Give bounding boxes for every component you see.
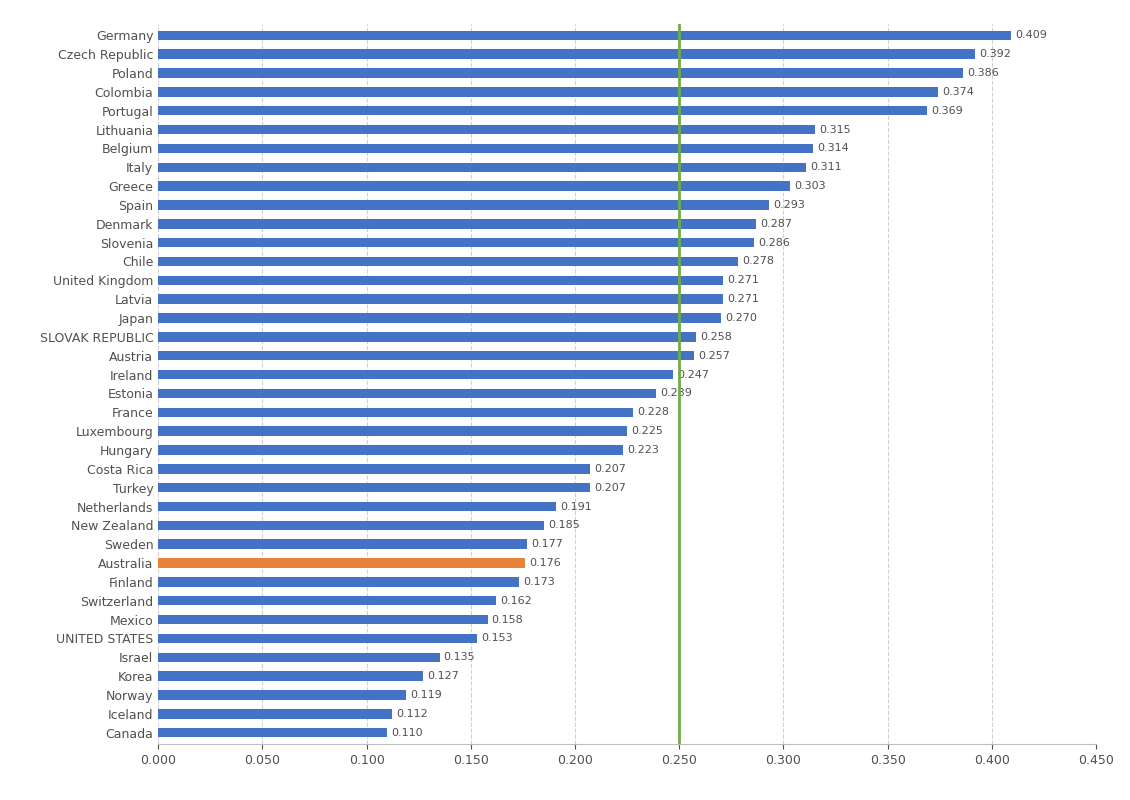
Bar — [158, 521, 544, 530]
Text: 0.207: 0.207 — [593, 482, 626, 493]
Bar — [158, 200, 768, 210]
Text: 0.247: 0.247 — [677, 370, 710, 379]
Text: 0.185: 0.185 — [548, 520, 580, 530]
Text: 0.278: 0.278 — [741, 257, 774, 266]
Text: 0.158: 0.158 — [492, 614, 523, 625]
Text: 0.228: 0.228 — [637, 407, 670, 418]
Bar — [158, 634, 477, 643]
Bar — [158, 483, 590, 492]
Bar — [158, 728, 388, 738]
Text: 0.258: 0.258 — [701, 332, 732, 342]
Text: 0.270: 0.270 — [725, 313, 757, 323]
Text: 0.177: 0.177 — [531, 539, 563, 550]
Text: 0.135: 0.135 — [444, 652, 476, 662]
Bar — [158, 577, 519, 586]
Bar — [158, 87, 938, 97]
Bar — [158, 389, 657, 398]
Text: 0.374: 0.374 — [942, 87, 974, 97]
Text: 0.257: 0.257 — [698, 350, 730, 361]
Bar — [158, 182, 790, 191]
Bar — [158, 68, 963, 78]
Text: 0.153: 0.153 — [481, 634, 513, 643]
Text: 0.303: 0.303 — [794, 181, 826, 191]
Bar — [158, 125, 815, 134]
Bar — [158, 144, 812, 153]
Text: 0.314: 0.314 — [817, 143, 849, 154]
Text: 0.176: 0.176 — [529, 558, 560, 568]
Bar — [158, 50, 975, 59]
Text: 0.311: 0.311 — [810, 162, 842, 172]
Text: 0.293: 0.293 — [773, 200, 805, 210]
Text: 0.225: 0.225 — [632, 426, 663, 436]
Text: 0.271: 0.271 — [728, 275, 759, 286]
Text: 0.110: 0.110 — [392, 728, 424, 738]
Bar — [158, 426, 627, 436]
Text: 0.207: 0.207 — [593, 464, 626, 474]
Text: 0.127: 0.127 — [427, 671, 459, 681]
Text: 0.392: 0.392 — [980, 49, 1011, 59]
Text: 0.315: 0.315 — [819, 125, 851, 134]
Text: 0.119: 0.119 — [410, 690, 442, 700]
Bar — [158, 332, 696, 342]
Bar — [158, 464, 590, 474]
Bar — [158, 294, 723, 304]
Bar — [158, 709, 392, 718]
Text: 0.369: 0.369 — [931, 106, 963, 116]
Text: 0.112: 0.112 — [396, 709, 427, 719]
Text: 0.409: 0.409 — [1015, 30, 1046, 40]
Bar — [158, 351, 694, 361]
Bar — [158, 257, 738, 266]
Text: 0.239: 0.239 — [661, 389, 693, 398]
Bar — [158, 539, 527, 549]
Text: 0.287: 0.287 — [760, 218, 792, 229]
Text: 0.286: 0.286 — [758, 238, 790, 248]
Bar — [158, 653, 440, 662]
Bar — [158, 219, 756, 229]
Text: 0.223: 0.223 — [627, 445, 659, 455]
Bar — [158, 502, 556, 511]
Bar — [158, 106, 928, 115]
Text: 0.162: 0.162 — [499, 596, 532, 606]
Bar — [158, 446, 623, 454]
Text: 0.173: 0.173 — [523, 577, 555, 587]
Bar — [158, 162, 807, 172]
Bar — [158, 596, 496, 606]
Bar — [158, 314, 721, 322]
Text: 0.271: 0.271 — [728, 294, 759, 304]
Bar — [158, 615, 487, 624]
Bar — [158, 690, 406, 700]
Text: 0.386: 0.386 — [967, 68, 999, 78]
Bar — [158, 370, 673, 379]
Bar — [158, 558, 525, 568]
Bar — [158, 30, 1010, 40]
Bar — [158, 276, 723, 285]
Bar — [158, 407, 634, 417]
Bar — [158, 671, 423, 681]
Bar — [158, 238, 755, 247]
Text: 0.191: 0.191 — [560, 502, 592, 511]
